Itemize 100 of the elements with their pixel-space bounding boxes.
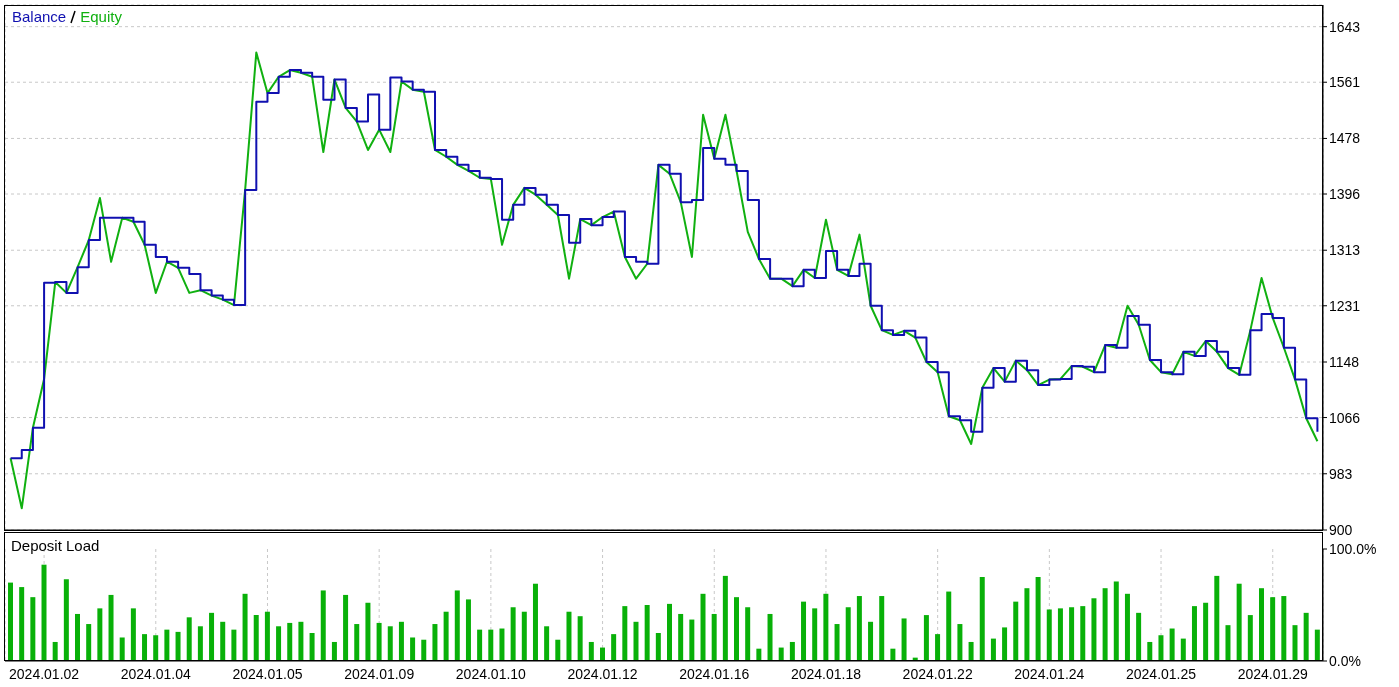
x-tick-label: 2024.01.16 <box>679 665 750 682</box>
x-tick-label: 2024.01.18 <box>790 665 862 682</box>
bar <box>1236 583 1242 661</box>
bar <box>63 579 69 661</box>
bar <box>577 616 583 661</box>
bar <box>197 626 203 661</box>
bar <box>354 624 360 661</box>
chart-title: Deposit Load <box>11 537 100 554</box>
y-tick-label: 900 <box>1329 521 1353 538</box>
bar <box>532 583 538 661</box>
y-tick-label: 1561 <box>1329 74 1361 91</box>
x-tick-label: 2024.01.22 <box>902 665 973 682</box>
bar <box>588 641 594 661</box>
bar <box>499 628 505 661</box>
bar <box>376 622 382 661</box>
bar <box>1169 628 1175 661</box>
bar <box>935 634 941 661</box>
bar <box>432 624 438 661</box>
bar <box>923 615 929 661</box>
bar <box>856 596 862 661</box>
bar <box>1314 629 1320 661</box>
bar <box>812 608 818 661</box>
bar <box>320 590 326 661</box>
y-tick-label: 1148 <box>1329 353 1360 370</box>
y-tick-label: 1396 <box>1329 185 1361 202</box>
bar <box>734 597 740 661</box>
bar <box>276 626 282 661</box>
bar <box>667 603 672 661</box>
bar <box>1303 612 1309 661</box>
bar <box>331 641 337 661</box>
bar <box>387 626 393 661</box>
x-tick-label: 2024.01.10 <box>455 665 527 682</box>
x-tick-label: 2024.01.09 <box>344 665 415 682</box>
bar <box>1247 615 1253 661</box>
bar <box>488 629 494 661</box>
bar <box>599 647 605 661</box>
bar <box>655 633 661 661</box>
bar <box>622 606 628 661</box>
bar <box>86 624 92 661</box>
bar <box>834 624 840 661</box>
y-tick-label: 1313 <box>1329 242 1361 259</box>
bar <box>477 629 483 661</box>
bar <box>175 631 181 661</box>
bar <box>521 611 527 661</box>
y-tick-label: 1231 <box>1329 297 1361 314</box>
bar <box>1147 641 1153 661</box>
bar <box>30 597 36 661</box>
bar <box>1225 625 1231 661</box>
y-tick-label: 0.0% <box>1329 652 1361 669</box>
bar <box>968 641 974 661</box>
bar <box>1024 588 1030 661</box>
bar <box>879 596 885 661</box>
text: Balance <box>12 8 67 25</box>
bar <box>1203 602 1209 661</box>
bar <box>209 612 215 661</box>
bar <box>845 607 851 661</box>
bar <box>108 594 114 661</box>
bar <box>443 611 449 661</box>
bar <box>398 621 404 661</box>
bar <box>678 613 684 661</box>
x-tick-label: 2024.01.05 <box>232 665 303 682</box>
bar <box>153 635 159 661</box>
bar <box>801 601 807 661</box>
bar <box>231 629 237 661</box>
bar <box>745 607 751 661</box>
bar <box>711 613 717 661</box>
bar <box>365 602 371 661</box>
bar <box>1002 627 1008 661</box>
bar <box>1113 581 1119 661</box>
bar <box>868 621 874 661</box>
x-tick-label: 2024.01.25 <box>1126 665 1197 682</box>
bar <box>633 621 639 661</box>
bar <box>8 582 13 661</box>
bar <box>1191 606 1197 661</box>
bar <box>309 633 315 661</box>
bar <box>1091 598 1097 661</box>
bar <box>287 622 293 661</box>
x-tick-label: 2024.01.12 <box>567 665 638 682</box>
bar <box>1069 607 1075 661</box>
bar <box>75 613 81 661</box>
bar <box>1057 608 1063 661</box>
bar <box>1046 609 1052 661</box>
bar <box>1136 612 1142 661</box>
bar <box>253 615 259 661</box>
bar <box>465 599 471 661</box>
bar <box>644 605 650 661</box>
bar <box>130 608 136 661</box>
bar <box>1270 597 1276 661</box>
bar <box>142 634 148 661</box>
bar <box>1013 601 1019 661</box>
bar <box>1258 588 1264 661</box>
bar <box>510 607 516 661</box>
bar <box>298 621 304 661</box>
bar <box>823 593 829 661</box>
y-tick-label: 1478 <box>1329 130 1361 147</box>
bar <box>946 591 952 661</box>
bar <box>41 564 47 661</box>
bar <box>1035 577 1041 661</box>
bar <box>1102 588 1108 661</box>
bar <box>778 647 784 661</box>
